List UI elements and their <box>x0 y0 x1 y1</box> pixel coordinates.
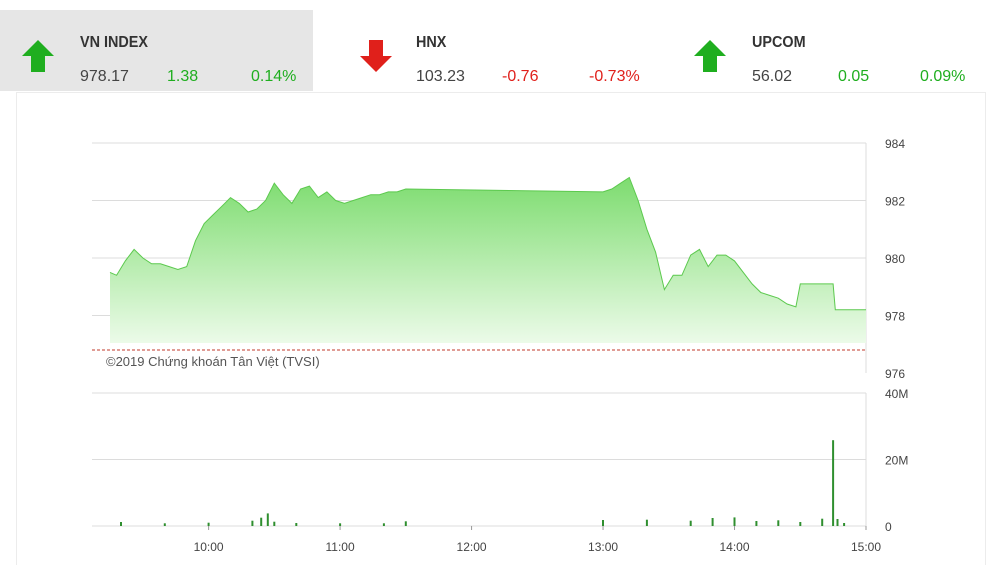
volume-bar <box>207 522 210 526</box>
index-change: 0.05 <box>838 68 870 85</box>
time-tick-label: 12:00 <box>457 540 487 554</box>
price-tick-label: 984 <box>885 137 905 151</box>
volume-bar <box>295 523 298 526</box>
volume-bars <box>120 440 846 526</box>
tab-hnx[interactable]: HNX 103.23 -0.76 -0.73% <box>336 10 649 91</box>
volume-bar <box>711 518 714 526</box>
index-value: 103.23 <box>416 68 465 85</box>
index-value: 978.17 <box>80 68 129 85</box>
time-tick-label: 10:00 <box>194 540 224 554</box>
volume-bar <box>733 517 736 526</box>
volume-bar <box>602 520 604 526</box>
time-tick-label: 15:00 <box>851 540 881 554</box>
tab-upcom[interactable]: UPCOM 56.02 0.05 0.09% <box>672 10 985 91</box>
volume-bar <box>120 522 122 526</box>
volume-bar <box>645 519 648 526</box>
volume-axis: 0 20M 40M <box>885 387 908 534</box>
watermark: ©2019 Chứng khoán Tân Việt (TVSI) <box>106 354 320 369</box>
volume-bar <box>821 518 824 526</box>
volume-bar <box>266 513 269 526</box>
volume-bar <box>404 521 407 526</box>
index-name: HNX <box>416 34 447 51</box>
index-percent: 0.14% <box>251 68 297 85</box>
time-tick-label: 14:00 <box>720 540 750 554</box>
volume-bar <box>799 522 802 526</box>
volume-bar <box>273 521 276 526</box>
volume-bar <box>832 440 835 526</box>
volume-bar <box>163 523 166 526</box>
volume-grid <box>92 392 867 527</box>
volume-bar <box>777 520 780 526</box>
price-tick-label: 978 <box>885 310 905 324</box>
volume-bar <box>755 521 758 526</box>
price-line <box>109 176 866 311</box>
index-name: UPCOM <box>752 34 806 51</box>
time-tick-label: 13:00 <box>588 540 618 554</box>
time-axis: 10:00 11:00 12:00 13:00 14:00 15:00 <box>194 526 881 554</box>
volume-bar <box>836 519 839 526</box>
price-tick-label: 980 <box>885 252 905 266</box>
volume-bar <box>339 523 342 526</box>
volume-bar <box>260 517 263 526</box>
index-percent: -0.73% <box>589 68 640 85</box>
tab-vn-index[interactable]: VN INDEX 978.17 1.38 0.14% <box>0 10 313 91</box>
price-tick-label: 976 <box>885 367 905 381</box>
volume-bar <box>843 523 846 526</box>
volume-tick-label: 40M <box>885 387 908 401</box>
index-change: -0.76 <box>502 68 539 85</box>
arrow-down-icon <box>360 40 392 72</box>
volume-tick-label: 20M <box>885 454 908 468</box>
index-tabs: VN INDEX 978.17 1.38 0.14% HNX 103.23 -0… <box>0 0 1004 92</box>
index-change: 1.38 <box>167 68 199 85</box>
time-tick-label: 11:00 <box>326 540 355 554</box>
index-value: 56.02 <box>752 68 793 85</box>
volume-bar <box>251 520 254 526</box>
price-area <box>110 177 866 343</box>
chart-panel <box>16 92 986 565</box>
arrow-up-icon <box>694 40 726 72</box>
index-percent: 0.09% <box>920 68 966 85</box>
index-name: VN INDEX <box>80 34 149 51</box>
arrow-up-icon <box>22 40 54 72</box>
volume-bar <box>382 523 385 526</box>
price-tick-label: 982 <box>885 195 905 209</box>
volume-tick-label: 0 <box>885 520 892 534</box>
volume-bar <box>689 520 692 526</box>
price-axis: 976 978 980 982 984 <box>885 137 905 381</box>
